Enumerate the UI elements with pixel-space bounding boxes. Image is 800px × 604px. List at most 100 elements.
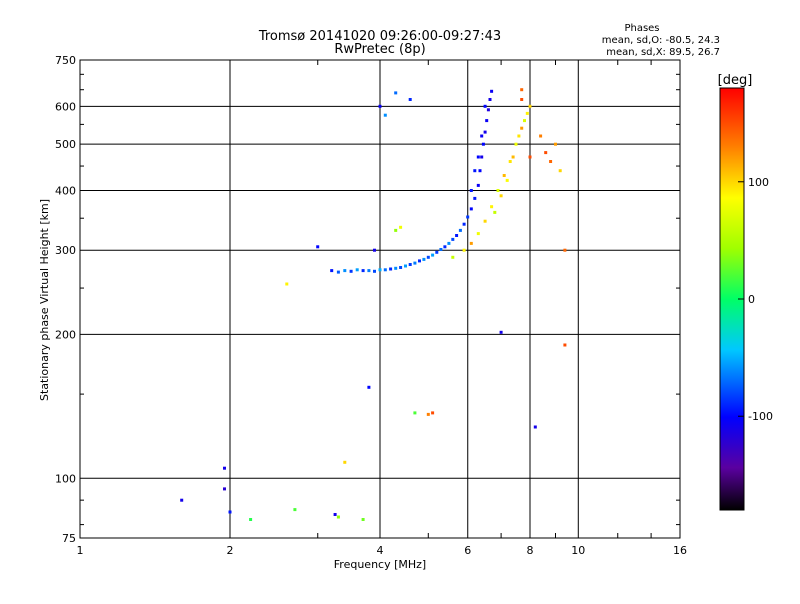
o-mode-point [383, 113, 387, 117]
x-mode-point [520, 88, 524, 92]
y-tick-label: 750 [55, 54, 76, 67]
stats-line-x: mean, sd,X: 89.5, 26.7 [606, 47, 720, 58]
x-tick-label: 1 [77, 544, 84, 557]
x-mode-point [523, 119, 526, 123]
o-mode-point [404, 264, 407, 268]
x-mode-point [426, 412, 430, 416]
o-mode-point [439, 248, 443, 251]
o-mode-point [361, 269, 365, 273]
o-mode-point [373, 269, 376, 273]
x-mode-point [493, 210, 497, 214]
x-mode-point [528, 155, 532, 159]
x-mode-point [293, 508, 297, 512]
o-mode-point [336, 270, 340, 274]
y-tick-label: 400 [55, 184, 76, 197]
o-mode-point [435, 250, 439, 254]
o-mode-point [533, 425, 537, 429]
o-mode-point [473, 169, 477, 173]
grid-layer [80, 60, 680, 538]
o-mode-point [483, 130, 487, 134]
o-mode-point [355, 268, 359, 272]
x-mode-point [502, 174, 506, 177]
x-mode-point [539, 134, 543, 138]
x-mode-point [528, 104, 532, 108]
x-mode-point [563, 343, 567, 347]
x-mode-point [496, 189, 500, 192]
o-mode-point [373, 248, 376, 252]
y-tick-label: 500 [55, 138, 76, 151]
stats-heading: Phases [624, 23, 659, 34]
x-tick-label: 16 [673, 544, 687, 557]
y-tick-label: 300 [55, 244, 76, 257]
o-mode-point [367, 385, 371, 389]
y-tick-label: 200 [55, 328, 76, 341]
x-tick-label: 6 [464, 544, 471, 557]
o-mode-point [367, 269, 371, 273]
o-mode-point [330, 269, 334, 273]
o-mode-point [476, 155, 480, 159]
x-mode-point [554, 142, 557, 146]
x-mode-point [431, 411, 435, 415]
o-mode-point [458, 228, 462, 232]
o-mode-point [480, 155, 484, 159]
o-mode-point [486, 108, 490, 112]
x-mode-point [451, 255, 455, 259]
x-mode-point [499, 194, 503, 198]
o-mode-point [349, 269, 353, 273]
x-mode-point [483, 219, 487, 223]
x-mode-point [249, 518, 253, 521]
x-mode-point [505, 178, 509, 182]
y-tick-labels: 75 100 200 300 400 500 600 750 [55, 54, 76, 545]
o-mode-point [399, 266, 403, 269]
x-mode-point [394, 228, 398, 232]
o-mode-point [408, 263, 412, 266]
o-mode-point [343, 269, 347, 273]
x-mode-point [511, 155, 515, 159]
o-mode-point [490, 89, 494, 93]
o-mode-point [378, 104, 382, 108]
o-mode-point [447, 241, 451, 245]
x-mode-point [514, 142, 518, 146]
o-mode-point [413, 261, 417, 265]
o-mode-point [426, 255, 430, 259]
chart-title: Tromsø 20141020 09:26:00-09:27:43 [258, 29, 501, 44]
o-mode-point [483, 104, 487, 108]
o-mode-point [469, 207, 473, 211]
y-axis-label: Stationary phase Virtual Height [km] [38, 199, 51, 401]
o-mode-point [223, 487, 226, 491]
o-mode-point [418, 259, 421, 263]
o-mode-point [223, 466, 226, 470]
o-mode-point [485, 119, 489, 123]
o-mode-point [473, 196, 477, 200]
colorbar-tick-label: -100 [748, 410, 773, 423]
colorbar-tick-label: 0 [748, 293, 755, 306]
y-tick-label: 600 [55, 100, 76, 113]
colorbar-ticks: 100 0 -100 [738, 176, 773, 423]
y-tick-label: 75 [62, 532, 76, 545]
x-mode-point [285, 282, 289, 286]
x-tick-label: 8 [527, 544, 534, 557]
o-mode-point [499, 330, 503, 334]
y-tick-label: 100 [55, 472, 76, 485]
x-mode-point [462, 248, 466, 252]
x-mode-point [490, 205, 494, 209]
o-mode-point [316, 245, 320, 249]
x-tick-labels: 1 2 4 6 8 10 16 [77, 544, 688, 557]
o-mode-point [443, 245, 447, 249]
o-mode-point [394, 91, 398, 95]
x-mode-point [544, 151, 548, 155]
o-mode-point [481, 142, 485, 146]
x-mode-point [336, 515, 340, 519]
o-mode-point [462, 222, 466, 226]
x-mode-point [469, 241, 473, 245]
x-axis-label: Frequency [MHz] [334, 558, 426, 571]
o-mode-point [488, 98, 492, 101]
o-mode-point [480, 134, 484, 138]
x-mode-point [549, 160, 553, 163]
chart-subtitle: RwPretec (8p) [334, 42, 425, 57]
x-mode-point [399, 225, 403, 229]
o-mode-point [180, 498, 184, 502]
x-tick-label: 4 [377, 544, 384, 557]
